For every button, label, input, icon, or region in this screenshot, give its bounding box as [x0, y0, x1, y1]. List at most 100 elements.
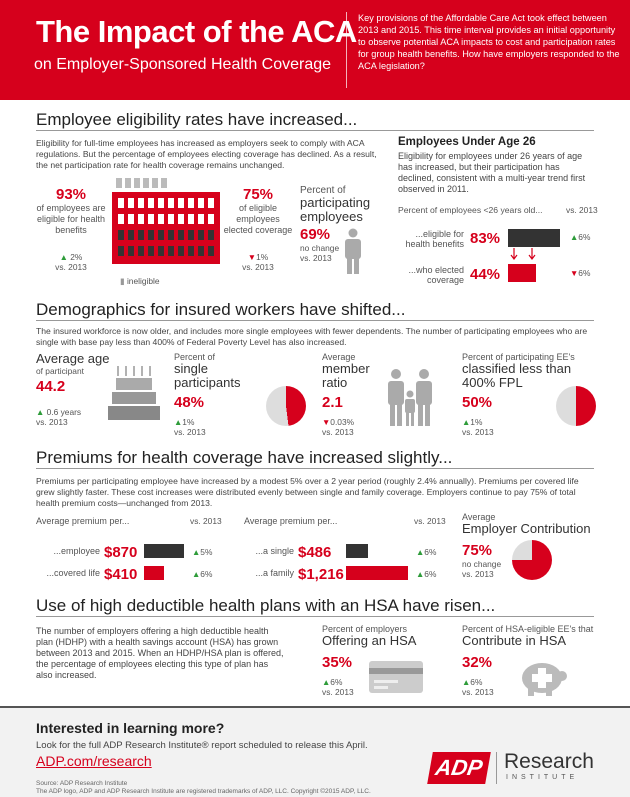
eligibility-title: Employee eligibility rates have increase… [36, 110, 358, 129]
ineligible-legend: ▮ ineligible [120, 276, 160, 286]
offer-change: 6% [330, 677, 343, 687]
ratio-label-1: Average [322, 352, 356, 362]
contrib-change: no change [462, 559, 502, 569]
family-premium-bar [346, 566, 408, 580]
footer: Interested in learning more? Look for th… [0, 708, 630, 797]
fpl-label-1: Percent of participating EE's [462, 352, 575, 362]
hsa-rule [36, 616, 594, 617]
participating-pct: 69% [300, 226, 331, 243]
piggy-bank-icon [522, 663, 567, 696]
footer-heading: Interested in learning more? [36, 720, 225, 736]
research-link[interactable]: ADP.com/research [36, 753, 152, 769]
hsa-contrib-vs: vs. 2013 [462, 687, 494, 697]
up-arrow-icon: ▲ [192, 547, 201, 557]
fpl-vs: vs. 2013 [462, 427, 494, 437]
eligible-pct: 93% [55, 186, 87, 203]
credit-card-icon [369, 661, 423, 693]
header-divider [346, 12, 347, 88]
offer-value: 35% [322, 654, 353, 671]
header-banner: The Impact of the ACA on Employer-Sponso… [0, 0, 630, 100]
brand-institute: INSTITUTE [506, 774, 579, 781]
eligible-change: 2% [70, 252, 83, 262]
up-arrow-icon: ▲ [36, 407, 45, 417]
elected-stat: 75% of eligible employees elected covera… [222, 186, 294, 272]
under26-row1-label: ...eligible for health benefits [405, 229, 464, 249]
age-label-2: of participant [36, 366, 84, 376]
life-bar [144, 566, 164, 580]
participating-label-1: Percent of [300, 185, 346, 196]
premium-left-vs: vs. 2013 [190, 516, 222, 526]
age-vs: vs. 2013 [36, 417, 68, 427]
premium-mid-label: Average premium per... [244, 516, 338, 526]
eligible-label: of employees are eligible for health ben… [36, 203, 106, 235]
family-icon [388, 369, 432, 426]
logo-divider [496, 752, 497, 784]
fpl-label-2: classified less than 400% FPL [462, 361, 572, 390]
ratio-label-2: member ratio [322, 361, 370, 390]
adp-logo-text: ADP [433, 755, 485, 780]
family-premium-value: $1,216 [298, 566, 344, 583]
premiums-body: Premiums per participating employee have… [36, 476, 579, 508]
up-arrow-icon: ▲ [462, 677, 471, 687]
footer-legal: The ADP logo, ADP and ADP Research Insti… [36, 788, 371, 795]
up-arrow-icon: ▲ [462, 417, 471, 427]
premiums-rule [36, 468, 594, 469]
under26-row1-change: 6% [578, 232, 591, 242]
age-stat: Average age of participant 44.2 ▲ 0.6 ye… [36, 352, 110, 428]
page-title: The Impact of the ACA [36, 14, 357, 49]
hsa-contrib-stat: Percent of HSA-eligible EE's that Contri… [462, 624, 593, 697]
participant-person-icon [345, 228, 361, 274]
contrib-vs: vs. 2013 [462, 569, 494, 579]
participating-stat: Percent of participating employees 69% n… [300, 185, 380, 264]
up-arrow-icon: ▲ [59, 252, 68, 262]
under26-col-label: Percent of employees <26 years old... [398, 205, 543, 215]
premium-left-label: Average premium per... [36, 516, 130, 526]
elected-label: of eligible employees elected coverage [223, 203, 293, 235]
eligible-vs: vs. 2013 [55, 262, 87, 272]
hsa-contrib-value: 32% [462, 654, 493, 671]
offer-label-1: Percent of employers [322, 624, 408, 634]
under26-row2-label: ...who elected coverage [408, 265, 464, 285]
premiums-title: Premiums for health coverage have increa… [36, 448, 453, 467]
contrib-label-1: Average [462, 512, 496, 522]
contrib-value: 75% [462, 542, 493, 559]
single-premium-bar [346, 544, 368, 558]
offer-vs: vs. 2013 [322, 687, 354, 697]
down-arrow-icon: ▼ [570, 268, 579, 278]
under26-body: Eligibility for employees under 26 years… [398, 151, 586, 194]
ineligible-label: ineligible [126, 276, 160, 286]
employer-contrib-pie [512, 540, 552, 580]
family-premium-label: ...a family [255, 568, 294, 578]
footer-text: Look for the full ADP Research Institute… [36, 740, 368, 751]
under26-row2-value: 44% [470, 266, 501, 283]
hsa-title: Use of high deductible health plans with… [36, 596, 496, 615]
employee-change: 5% [200, 547, 213, 557]
footer-source: Source: ADP Research Institute [36, 780, 128, 787]
eligibility-rule [36, 130, 594, 131]
ratio-change: 0.03% [330, 417, 355, 427]
person-icon: ▮ [120, 276, 125, 286]
life-value: $410 [104, 566, 138, 583]
down-arrow-icon: ▼ [322, 417, 331, 427]
contrib-label-2: Employer Contribution [462, 521, 591, 536]
hsa-contrib-label-2: Contribute in HSA [462, 633, 567, 648]
elected-vs: vs. 2013 [242, 262, 274, 272]
participating-label-2: participating employees [300, 195, 371, 224]
single-change: 1% [182, 417, 195, 427]
fpl-change: 1% [470, 417, 483, 427]
single-premium-label: ...a single [255, 546, 294, 556]
eligibility-body: Eligibility for full-time employees has … [36, 138, 377, 170]
single-premium-value: $486 [298, 544, 332, 561]
participating-change: no change [300, 243, 340, 253]
hsa-body: The number of employers offering a high … [36, 626, 284, 680]
life-change: 6% [200, 569, 213, 579]
premium-mid-vs: vs. 2013 [414, 516, 446, 526]
fpl-value: 50% [462, 394, 493, 411]
under26-vs: vs. 2013 [566, 205, 598, 215]
ratio-value: 2.1 [322, 394, 343, 411]
elected-change: 1% [256, 252, 269, 262]
down-arrow-icon: ▼ [247, 252, 257, 262]
hsa-contrib-label-1: Percent of HSA-eligible EE's that [462, 624, 594, 634]
ratio-vs: vs. 2013 [322, 427, 354, 437]
people-grid-icon [112, 178, 220, 264]
